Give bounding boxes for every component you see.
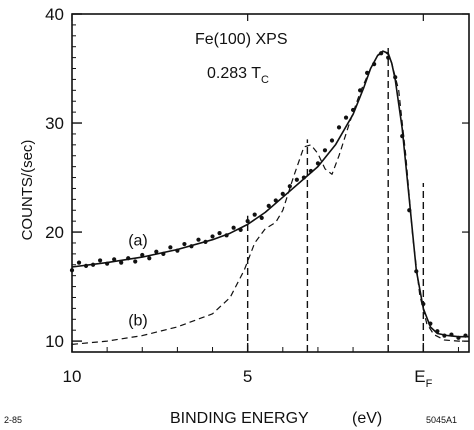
curve-label: (b) [128,312,148,329]
figure-code-right: 5045A1 [426,415,457,425]
data-point [90,262,96,267]
data-point [76,260,82,265]
chart-title-line1: Fe(100) XPS [195,31,287,48]
data-point [336,125,342,130]
series-b-line [71,51,469,345]
data-point [252,212,257,217]
data-point [238,227,243,232]
x-tick-label: EF [414,367,432,390]
data-point [189,244,194,249]
y-tick-label: 30 [45,114,64,133]
data-point [294,177,299,182]
data-point [210,234,215,239]
y-tick-label: 10 [45,332,64,351]
data-point [428,321,433,326]
figure-code-left: 2-85 [4,415,22,425]
data-point [463,333,468,338]
data-point [400,134,405,139]
data-point [105,261,110,266]
data-point [322,148,328,153]
data-point [126,256,131,261]
data-point [259,215,264,220]
data-point [393,75,398,80]
data-point [266,203,271,208]
data-point [224,233,229,238]
data-point [203,239,208,244]
y-axis-label: COUNTS/(sec) [19,140,36,241]
data-point [161,251,166,256]
data-point [280,191,285,197]
data-point [442,333,447,338]
data-point [231,225,236,230]
data-point [329,138,335,143]
data-point [386,55,391,60]
data-point [175,248,180,253]
data-point [83,263,89,268]
data-point [112,257,117,262]
data-point [315,161,321,166]
data-point [217,231,222,236]
data-point [133,259,138,264]
data-point [69,268,75,273]
data-point [449,332,454,337]
data-point [343,115,349,120]
y-tick-label: 40 [45,5,64,24]
x-tick-label: 10 [63,367,82,386]
data-point [168,245,173,250]
data-point [372,62,377,67]
title-line2-sub: C [261,74,269,86]
series-layer: (a) (b) [69,46,469,352]
data-point [98,258,103,263]
x-tick-label: 5 [243,367,252,386]
data-point [147,256,152,261]
curve-label: (a) [128,233,148,250]
data-point [435,329,440,334]
y-tick-label: 20 [45,223,64,242]
x-axis-unit: (eV) [352,410,382,427]
data-point [414,269,419,274]
data-point [379,51,384,56]
plot-frame [71,13,470,353]
title-line2-prefix: 0.283 T [207,65,261,82]
data-point [182,241,187,247]
data-point [456,335,461,340]
labels-layer: Fe(100) XPS 0.283 TC COUNTS/(sec) BINDIN… [4,31,457,427]
data-point [287,184,292,189]
data-point [365,70,370,75]
data-point [245,219,250,224]
data-point [421,301,426,307]
data-point [301,175,306,180]
data-point [407,208,412,213]
data-point [350,107,356,113]
data-point [154,249,159,254]
data-point [196,237,201,242]
chart-title-line2: 0.283 TC [207,65,269,86]
axes: 10 20 30 40 10 5 EF [45,5,470,390]
series-a-line [71,50,469,338]
data-point [308,168,314,174]
x-tick-label-sub: F [426,378,433,390]
data-point [357,88,363,93]
data-point [140,252,145,258]
data-point [273,198,278,203]
data-point [119,260,124,265]
x-axis-label: BINDING ENERGY [170,410,309,427]
